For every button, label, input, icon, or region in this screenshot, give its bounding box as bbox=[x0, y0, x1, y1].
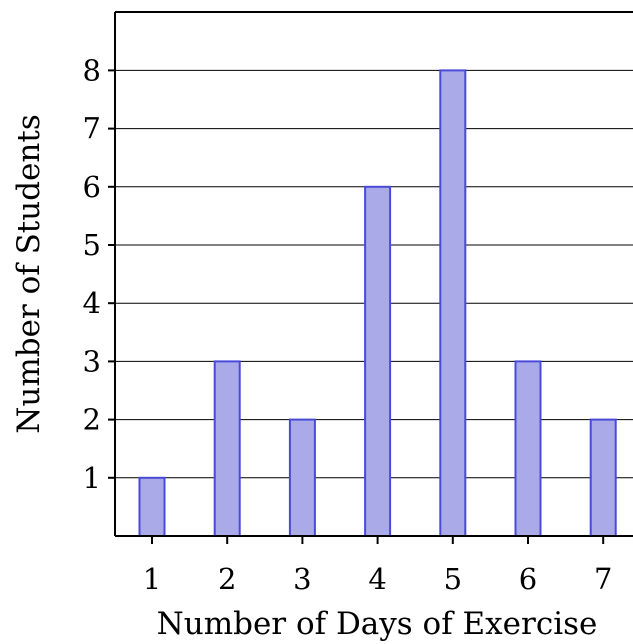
y-tick-label: 3 bbox=[83, 344, 101, 378]
y-axis-label: Number of Students bbox=[11, 114, 47, 434]
x-tick-label: 3 bbox=[293, 562, 311, 596]
y-tick-label: 2 bbox=[83, 403, 101, 437]
y-tick-label: 1 bbox=[83, 461, 101, 495]
bar-1 bbox=[138, 476, 166, 537]
y-tick-label: 7 bbox=[83, 112, 101, 146]
y-tick-label: 6 bbox=[83, 170, 101, 204]
y-ticks: 1 2 3 4 5 6 7 8 bbox=[83, 53, 115, 495]
bar-6 bbox=[514, 360, 542, 537]
axes bbox=[114, 11, 633, 537]
bar-3 bbox=[288, 418, 316, 538]
x-tick-label: 7 bbox=[594, 562, 612, 596]
x-axis-label: Number of Days of Exercise bbox=[157, 606, 598, 642]
x-tick-label: 5 bbox=[444, 562, 462, 596]
y-tick-label: 4 bbox=[83, 286, 101, 320]
x-tick-label: 2 bbox=[218, 562, 236, 596]
bar-7 bbox=[589, 418, 617, 538]
bar-4 bbox=[364, 185, 392, 538]
x-tick-label: 1 bbox=[143, 562, 161, 596]
x-ticks: 1 2 3 4 5 6 7 bbox=[143, 536, 612, 596]
x-tick-label: 6 bbox=[519, 562, 537, 596]
y-tick-label: 5 bbox=[83, 228, 101, 262]
y-tick-label: 8 bbox=[83, 53, 101, 87]
bars bbox=[138, 69, 617, 538]
bar-2 bbox=[213, 360, 241, 537]
x-tick-label: 4 bbox=[368, 562, 386, 596]
bar-5 bbox=[439, 69, 467, 538]
